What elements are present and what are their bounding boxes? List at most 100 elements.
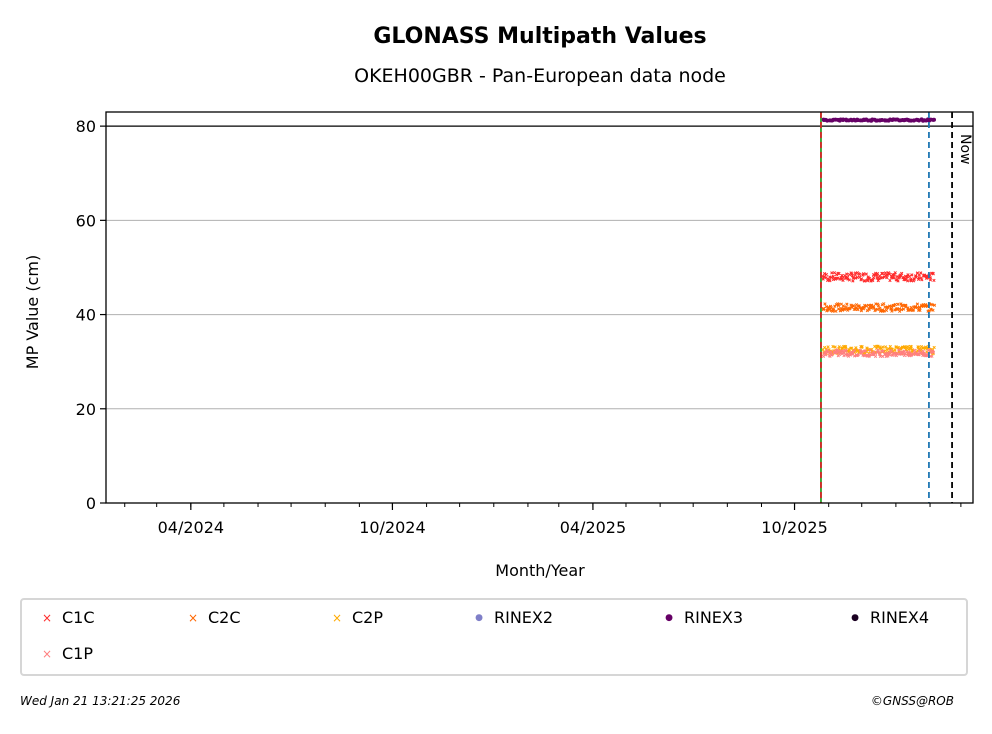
data-point bbox=[822, 272, 827, 276]
data-point bbox=[881, 271, 885, 276]
data-point bbox=[904, 303, 908, 307]
data-point bbox=[920, 278, 924, 282]
data-point bbox=[884, 308, 889, 313]
data-point bbox=[895, 274, 899, 279]
data-point bbox=[906, 345, 910, 349]
x-tick-label: 10/2025 bbox=[761, 518, 827, 537]
data-point bbox=[830, 353, 834, 357]
data-point bbox=[885, 347, 889, 352]
data-point bbox=[875, 271, 880, 276]
data-point bbox=[876, 304, 881, 308]
data-point bbox=[846, 354, 851, 358]
legend-item-rinex4: ● RINEX4 bbox=[848, 608, 929, 627]
data-point bbox=[837, 302, 841, 307]
footer-credit: ©GNSS@ROB bbox=[870, 694, 954, 708]
data-point bbox=[932, 117, 937, 122]
plot-frame bbox=[105, 111, 974, 504]
data-point bbox=[826, 305, 831, 309]
legend-item-c1c: × C1C bbox=[40, 608, 95, 627]
data-point bbox=[831, 307, 836, 311]
data-point bbox=[928, 278, 933, 282]
data-point bbox=[882, 309, 886, 313]
data-point bbox=[834, 309, 838, 313]
data-point bbox=[841, 304, 846, 308]
data-point bbox=[826, 345, 830, 349]
data-point bbox=[880, 271, 884, 276]
legend-item-c2c: × C2C bbox=[186, 608, 241, 627]
data-point bbox=[907, 274, 912, 279]
data-point bbox=[890, 307, 894, 311]
data-point bbox=[923, 345, 928, 349]
data-point bbox=[858, 272, 862, 277]
x-marker-icon: × bbox=[41, 646, 53, 661]
data-point bbox=[913, 305, 918, 309]
data-layer bbox=[821, 117, 937, 359]
data-point bbox=[886, 305, 890, 309]
data-point bbox=[896, 279, 900, 283]
data-point bbox=[821, 354, 826, 359]
data-point bbox=[918, 308, 922, 312]
data-point bbox=[871, 352, 875, 357]
data-point bbox=[893, 271, 897, 275]
marker-layer: Now bbox=[820, 112, 973, 503]
data-point bbox=[931, 308, 935, 312]
y-tick-label: 0 bbox=[86, 494, 96, 513]
y-tick-label: 40 bbox=[76, 306, 96, 325]
x-marker-icon: × bbox=[331, 610, 343, 625]
legend-label: C2C bbox=[208, 608, 241, 627]
data-point bbox=[891, 303, 895, 308]
data-point bbox=[897, 307, 902, 311]
data-point bbox=[910, 273, 914, 277]
legend: × C1C × C2C × C2P ● RINEX2 ● RINEX3 ● RINEX4 × C1P bbox=[20, 598, 968, 676]
dot-marker-icon: ● bbox=[475, 612, 483, 623]
data-point bbox=[901, 307, 906, 311]
grid-layer bbox=[106, 125, 973, 410]
data-point bbox=[896, 302, 900, 306]
y-tick-label: 20 bbox=[76, 400, 96, 419]
data-point bbox=[875, 307, 880, 312]
data-point bbox=[851, 279, 855, 283]
data-point bbox=[899, 352, 904, 356]
data-point bbox=[922, 273, 927, 277]
x-tick-label: 04/2024 bbox=[158, 518, 224, 537]
data-point bbox=[876, 348, 880, 352]
data-point bbox=[897, 276, 901, 280]
data-point bbox=[822, 306, 826, 311]
data-point bbox=[876, 278, 880, 283]
data-point bbox=[831, 344, 835, 349]
data-point bbox=[894, 345, 898, 349]
data-point bbox=[847, 278, 852, 282]
data-point bbox=[857, 304, 861, 308]
data-point bbox=[922, 351, 926, 355]
data-point bbox=[849, 303, 853, 307]
data-point bbox=[863, 349, 867, 353]
data-point bbox=[918, 350, 922, 355]
data-point bbox=[854, 346, 858, 350]
data-point bbox=[828, 350, 833, 354]
now-label: Now bbox=[957, 134, 973, 165]
data-point bbox=[823, 302, 827, 306]
data-point bbox=[861, 272, 866, 276]
data-point bbox=[930, 354, 934, 358]
data-point bbox=[868, 348, 872, 352]
data-point bbox=[900, 271, 904, 276]
legend-item-c1p: × C1P bbox=[40, 644, 93, 663]
data-point bbox=[838, 309, 842, 313]
data-point bbox=[851, 304, 855, 308]
data-point bbox=[864, 304, 868, 308]
data-point bbox=[883, 345, 888, 349]
series-c2c bbox=[821, 302, 937, 313]
data-point bbox=[881, 349, 885, 353]
data-point bbox=[908, 347, 913, 351]
data-point bbox=[893, 348, 897, 352]
data-point bbox=[919, 276, 923, 280]
data-point bbox=[919, 271, 923, 275]
data-point bbox=[844, 349, 848, 353]
legend-label: RINEX4 bbox=[870, 608, 930, 627]
data-point bbox=[932, 345, 936, 350]
legend-label: C1C bbox=[62, 608, 95, 627]
data-point bbox=[917, 352, 921, 357]
axis-layer: 0 20 40 60 80 04/2024 10/2024 04/2025 10/2025 bbox=[76, 117, 962, 537]
data-point bbox=[917, 349, 921, 353]
x-tick-label: 10/2024 bbox=[359, 518, 425, 537]
